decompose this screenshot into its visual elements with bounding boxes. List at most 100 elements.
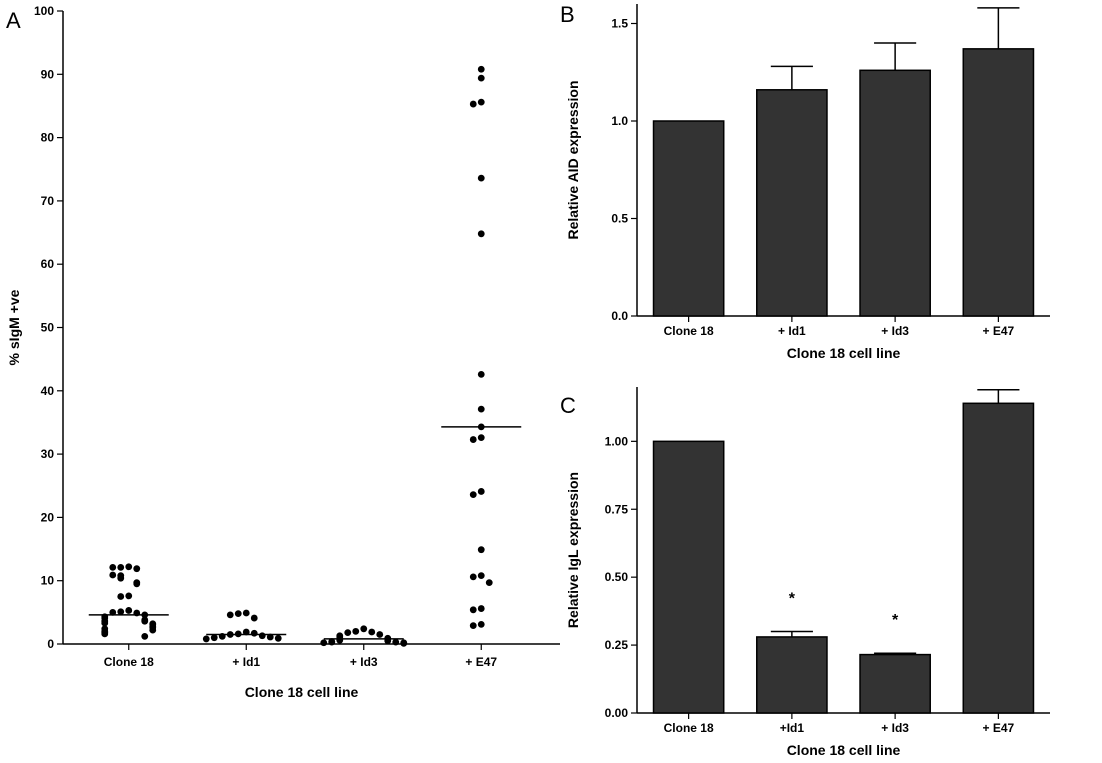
data-point bbox=[266, 633, 274, 641]
data-point bbox=[477, 98, 485, 106]
x-tick-label: +Id1 bbox=[780, 721, 805, 735]
data-point bbox=[117, 564, 125, 571]
data-point bbox=[376, 631, 384, 638]
y-tick-label: 10 bbox=[41, 574, 55, 588]
bar bbox=[859, 653, 931, 714]
y-axis-title: Relative IgL expression bbox=[565, 472, 581, 628]
x-axis-title: Clone 18 cell line bbox=[245, 684, 359, 700]
panel-a-label: A bbox=[6, 8, 21, 33]
data-point bbox=[117, 574, 125, 582]
data-point bbox=[202, 635, 210, 643]
data-point bbox=[242, 628, 250, 636]
x-tick-label: + E47 bbox=[465, 655, 497, 669]
data-point bbox=[477, 230, 485, 238]
data-point bbox=[133, 565, 141, 573]
data-point bbox=[477, 370, 485, 378]
x-tick-label: + Id3 bbox=[881, 324, 909, 338]
data-point bbox=[477, 65, 485, 73]
y-tick-label: 0.25 bbox=[605, 638, 629, 652]
data-point bbox=[101, 630, 109, 638]
bar-panel-b: 0.0 0.5 1.0 1.5 Clone 18 + Id1 + Id3 + E47 Clone… bbox=[565, 4, 1050, 361]
x-tick-label: + Id1 bbox=[232, 655, 260, 669]
y-tick-label: 100 bbox=[34, 4, 54, 18]
data-point bbox=[477, 546, 485, 554]
y-tick-label: 1.00 bbox=[605, 434, 629, 448]
significance-marker: * bbox=[892, 612, 899, 629]
data-point bbox=[250, 614, 258, 622]
data-point bbox=[125, 563, 133, 571]
data-point bbox=[109, 571, 117, 579]
data-point bbox=[133, 580, 141, 588]
data-point bbox=[477, 405, 485, 413]
bar bbox=[756, 636, 828, 714]
y-tick-label: 0.5 bbox=[611, 212, 628, 226]
data-point bbox=[352, 627, 360, 635]
data-point bbox=[320, 639, 328, 647]
y-tick-label: 0.0 bbox=[611, 309, 628, 323]
scatter-panel-a: 0 10 20 30 40 50 60 70 80 90 100 Clone 18 + Id1 + Id3… bbox=[6, 4, 560, 700]
data-point bbox=[360, 625, 368, 633]
x-tick-label: + Id3 bbox=[881, 721, 909, 735]
bar bbox=[652, 120, 725, 317]
data-point bbox=[336, 636, 344, 644]
y-tick-label: 70 bbox=[41, 194, 55, 208]
x-axis-title: Clone 18 cell line bbox=[787, 345, 901, 361]
data-point bbox=[210, 634, 218, 642]
bar bbox=[756, 89, 828, 317]
panel-b-label: B bbox=[560, 2, 575, 27]
data-point bbox=[274, 634, 282, 642]
data-point bbox=[344, 629, 352, 637]
data-point bbox=[141, 633, 149, 640]
data-point bbox=[469, 622, 477, 630]
y-tick-label: 1.0 bbox=[611, 114, 628, 128]
x-tick-label: + E47 bbox=[983, 721, 1015, 735]
data-point bbox=[109, 608, 117, 616]
x-tick-label: + E47 bbox=[983, 324, 1015, 338]
x-tick-label: Clone 18 bbox=[664, 324, 714, 338]
data-point bbox=[117, 608, 125, 616]
data-point bbox=[125, 607, 133, 614]
bar bbox=[962, 48, 1035, 317]
y-tick-label: 80 bbox=[41, 131, 55, 145]
data-point bbox=[101, 619, 109, 627]
data-point bbox=[477, 174, 485, 182]
data-point bbox=[469, 100, 477, 108]
y-tick-label: 20 bbox=[41, 510, 55, 524]
data-point bbox=[477, 620, 485, 628]
y-axis-title: Relative AID expression bbox=[565, 81, 581, 240]
y-tick-label: 30 bbox=[41, 447, 55, 461]
data-point bbox=[477, 605, 485, 612]
data-point bbox=[469, 606, 477, 614]
x-axis-title: Clone 18 cell line bbox=[787, 742, 901, 758]
y-tick-label: 90 bbox=[41, 67, 55, 81]
x-tick-label: Clone 18 bbox=[664, 721, 714, 735]
panel-c-label: C bbox=[560, 393, 576, 418]
y-tick-label: 0.75 bbox=[605, 502, 629, 516]
x-tick-label: + Id3 bbox=[350, 655, 378, 669]
data-point bbox=[469, 491, 477, 499]
data-point bbox=[400, 639, 408, 647]
data-point bbox=[250, 629, 258, 637]
data-point bbox=[368, 628, 376, 636]
data-point bbox=[477, 488, 485, 495]
data-point bbox=[125, 592, 133, 600]
data-point bbox=[234, 610, 242, 618]
x-tick-label: Clone 18 bbox=[104, 655, 154, 669]
bar-panel-c: 0.00 0.25 0.50 0.75 1.00 Clone 18 +Id1 * + Id3 * +… bbox=[565, 387, 1050, 758]
data-point bbox=[141, 617, 149, 625]
data-point bbox=[477, 572, 485, 580]
significance-marker: * bbox=[789, 591, 796, 608]
data-point bbox=[477, 434, 485, 442]
data-point bbox=[226, 611, 234, 619]
bar bbox=[962, 402, 1035, 714]
data-point bbox=[242, 609, 250, 617]
data-point bbox=[109, 564, 117, 571]
y-tick-label: 1.5 bbox=[611, 17, 628, 31]
bar bbox=[859, 69, 931, 317]
y-tick-label: 0.00 bbox=[605, 706, 629, 720]
x-tick-label: + Id1 bbox=[778, 324, 806, 338]
data-point bbox=[149, 626, 157, 634]
y-tick-label: 50 bbox=[41, 321, 55, 335]
bar bbox=[652, 440, 725, 714]
